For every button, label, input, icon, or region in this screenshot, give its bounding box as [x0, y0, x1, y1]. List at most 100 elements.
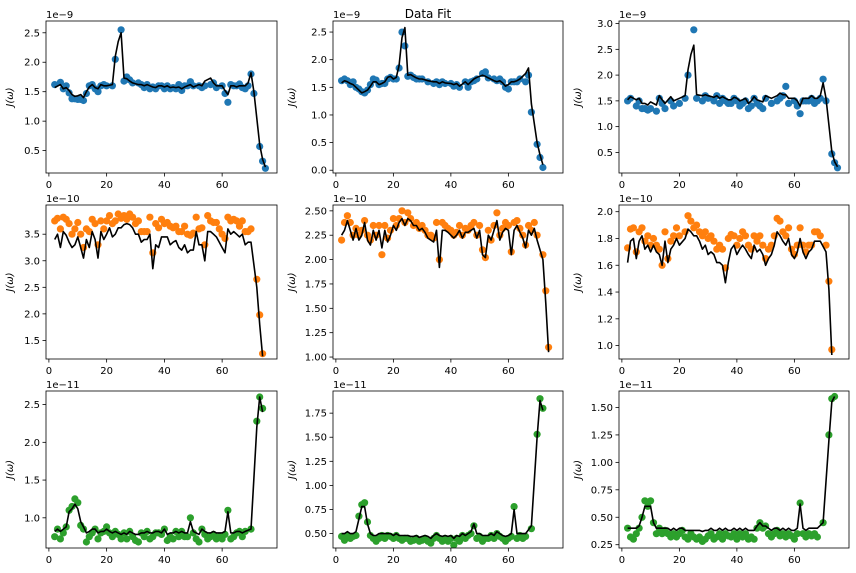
- axes-frame: [332, 390, 564, 549]
- data-point: [74, 218, 82, 227]
- fit-line: [626, 228, 833, 356]
- y-tick-label: 2.5: [24, 283, 40, 294]
- y-axis-label: J(ω): [287, 272, 298, 293]
- y-tick-label: 2.5: [24, 28, 40, 39]
- data-point: [238, 217, 246, 225]
- subplot-r0-c1: 0 20 40 60 0.0 0.5 1.0 1.5 2.0 2.5 1e−9 J(ω): [287, 10, 564, 191]
- data-point: [261, 164, 269, 172]
- data-points: [624, 26, 842, 172]
- y-tick-label: 2.00: [305, 255, 327, 266]
- y-offset-label: 1e−11: [333, 380, 367, 391]
- x-tick-label: 40: [731, 366, 744, 377]
- data-point: [736, 234, 744, 243]
- x-tick-label: 20: [673, 555, 686, 566]
- y-tick-label: 2.25: [305, 231, 327, 242]
- data-point: [186, 514, 194, 522]
- x-tick-label: 60: [502, 366, 515, 377]
- y-axis-label: J(ω): [573, 460, 584, 481]
- data-point: [224, 98, 232, 106]
- data-point: [108, 533, 116, 541]
- data-point: [68, 230, 76, 238]
- y-tick-label: 3.5: [24, 230, 40, 241]
- data-point: [652, 107, 661, 115]
- data-points: [624, 212, 836, 354]
- y-tick-label: 1.00: [305, 353, 327, 364]
- y-tick-label: 1.0: [597, 341, 613, 352]
- data-point: [670, 232, 678, 240]
- y-tick-label: 1.6: [597, 261, 613, 272]
- y-tick-label: 1.50: [305, 304, 327, 315]
- x-tick-label: 20: [387, 366, 400, 377]
- y-tick-label: 0.5: [24, 146, 40, 157]
- data-point: [404, 209, 412, 217]
- data-point: [94, 88, 102, 96]
- data-point: [670, 102, 678, 110]
- x-tick-label: 40: [445, 180, 458, 191]
- x-tick-label: 0: [333, 366, 339, 377]
- data-point: [793, 530, 801, 538]
- x-tick-label: 20: [387, 555, 400, 566]
- y-offset-label: 1e−10: [333, 194, 367, 205]
- x-tick-label: 60: [788, 555, 801, 566]
- y-offset-label: 1e−10: [619, 194, 653, 205]
- data-point: [759, 241, 767, 249]
- y-axis-label: J(ω): [573, 87, 584, 108]
- data-point: [672, 224, 681, 232]
- data-point: [707, 530, 715, 538]
- data-point: [684, 535, 692, 543]
- fit-line-path: [627, 44, 839, 168]
- data-point: [172, 222, 180, 230]
- y-tick-label: 1.50: [591, 403, 613, 414]
- y-tick-label: 2.5: [24, 400, 40, 411]
- data-point: [542, 287, 550, 295]
- y-tick-label: 1.5: [24, 476, 40, 487]
- data-point: [117, 26, 125, 34]
- data-points: [338, 28, 547, 172]
- x-tick-label: 0: [333, 555, 339, 566]
- data-point: [82, 538, 90, 546]
- data-point: [412, 218, 420, 227]
- data-point: [796, 499, 804, 507]
- data-point: [51, 533, 59, 541]
- axes-frame: [618, 20, 850, 174]
- fit-line: [340, 217, 550, 353]
- y-tick-label: 1.5: [24, 87, 40, 98]
- data-point: [730, 232, 738, 240]
- data-point: [56, 78, 64, 86]
- x-tick-label: 20: [100, 366, 113, 377]
- x-tick-label: 20: [100, 180, 113, 191]
- data-point: [741, 530, 750, 538]
- y-tick-label: 1.5: [24, 336, 40, 347]
- data-point: [178, 228, 186, 236]
- x-tick-label: 40: [445, 366, 458, 377]
- y-offset-label: 1e−10: [46, 194, 80, 205]
- data-point: [470, 218, 478, 227]
- data-point: [175, 533, 183, 541]
- data-point: [481, 68, 489, 76]
- data-point: [776, 217, 784, 225]
- y-axis-label: J(ω): [573, 272, 584, 293]
- x-tick-label: 40: [445, 555, 458, 566]
- data-point: [129, 213, 137, 221]
- data-point: [79, 96, 88, 105]
- data-point: [527, 108, 536, 116]
- data-point: [111, 217, 119, 225]
- data-point: [56, 225, 64, 233]
- y-tick-label: 1.4: [597, 288, 613, 299]
- data-point: [215, 225, 223, 233]
- data-points: [51, 26, 269, 172]
- axes-frame: [45, 204, 278, 360]
- data-point: [212, 218, 220, 227]
- data-point: [782, 82, 790, 90]
- axes-frame: [332, 204, 564, 360]
- data-point: [140, 533, 148, 541]
- y-tick-label: 1.0: [311, 110, 327, 121]
- data-point: [343, 212, 351, 220]
- axes-frame: [618, 204, 850, 360]
- fit-line-path: [627, 396, 836, 533]
- data-point: [450, 541, 458, 548]
- data-point: [785, 224, 793, 232]
- subplot-r1-c0: 0 20 40 60 1.5 2.0 2.5 3.0 3.5 1e−10 J(ω): [5, 194, 278, 377]
- data-point: [629, 535, 638, 543]
- fit-line: [341, 26, 544, 165]
